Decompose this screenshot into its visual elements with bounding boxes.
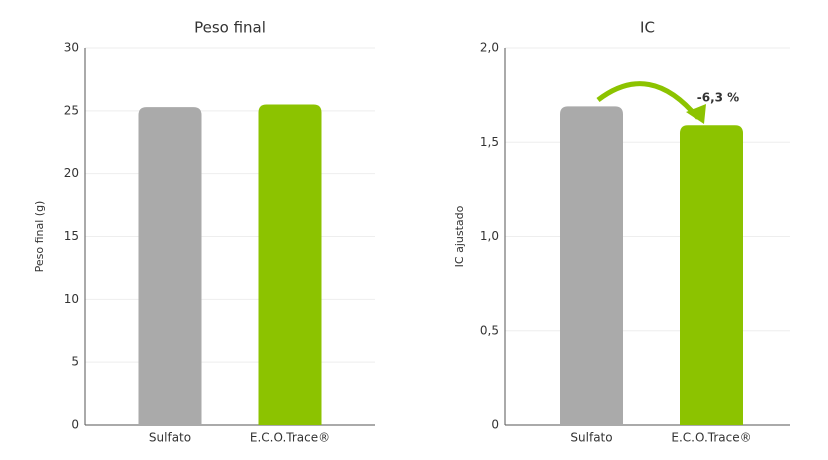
chart-title: IC [640, 19, 655, 37]
arrow [596, 81, 700, 120]
bar [680, 125, 743, 425]
y-tick-label: 0 [491, 418, 499, 432]
y-tick-label: 2,0 [480, 41, 499, 55]
arrow-head [686, 104, 706, 124]
bar [138, 107, 202, 426]
bar [560, 106, 623, 425]
y-tick-label: 5 [71, 355, 79, 369]
x-tick-label: Sulfato [570, 431, 612, 445]
annotation: -6,3 % [697, 91, 739, 105]
y-tick-label: 25 [64, 103, 79, 117]
x-tick-label: Sulfato [149, 431, 191, 445]
x-tick-label: E.C.O.Trace® [671, 431, 751, 445]
chart-title: Peso final [194, 19, 266, 37]
y-tick-label: 0 [71, 418, 79, 432]
y-axis-label: IC ajustado [453, 205, 466, 267]
y-tick-label: 1,5 [480, 135, 499, 149]
y-tick-label: 15 [64, 229, 79, 243]
y-tick-label: 1,0 [480, 229, 499, 243]
bar [258, 104, 322, 426]
y-tick-label: 0,5 [480, 323, 499, 337]
y-tick-label: 10 [64, 292, 79, 306]
y-tick-label: 20 [64, 166, 79, 180]
y-axis-label: Peso final (g) [33, 201, 46, 273]
x-tick-label: E.C.O.Trace® [250, 431, 330, 445]
y-tick-label: 30 [64, 41, 79, 55]
